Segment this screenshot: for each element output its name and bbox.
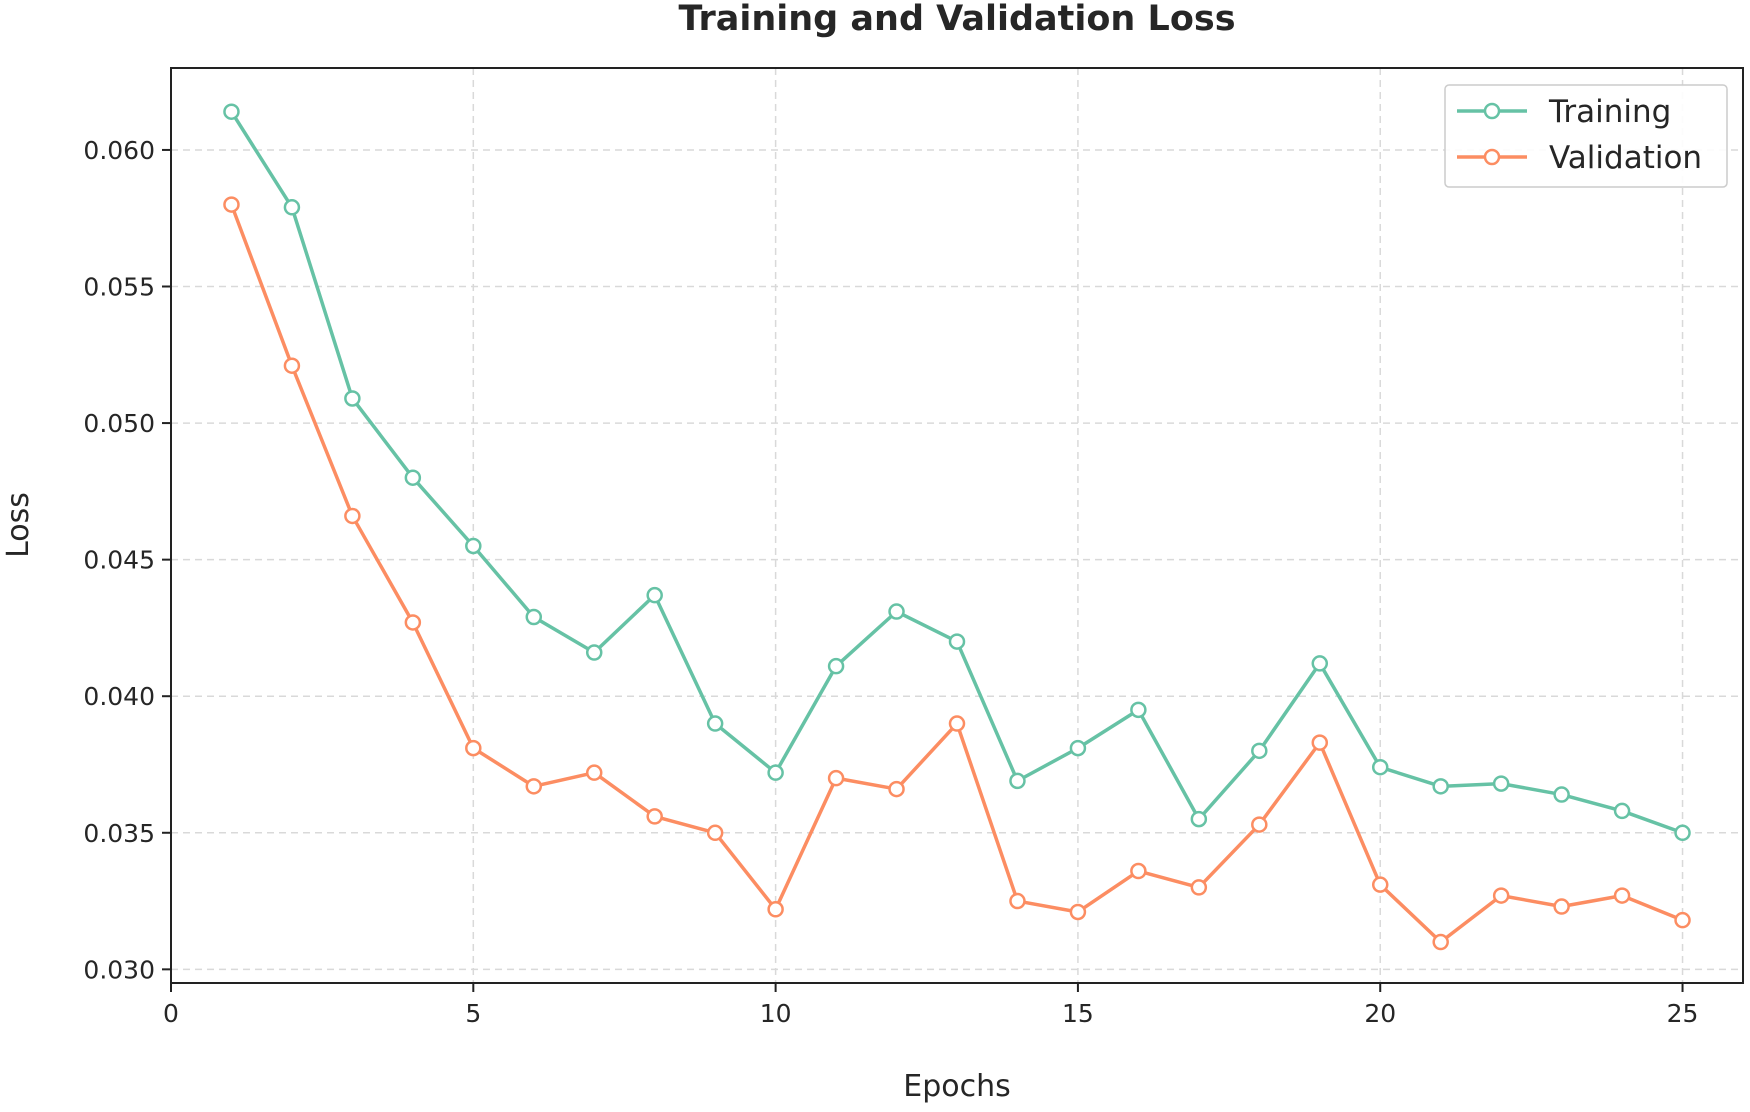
data-point-training — [1613, 802, 1631, 820]
y-tick-label: 0.050 — [83, 409, 155, 438]
data-point-training — [465, 537, 482, 555]
data-point-validation — [1311, 734, 1329, 751]
data-point-training — [525, 608, 543, 626]
data-point-training — [223, 103, 240, 120]
series-validation — [223, 196, 1691, 951]
data-point-training — [1009, 772, 1026, 790]
legend-marker-training — [1483, 102, 1501, 120]
data-point-validation — [465, 739, 482, 757]
data-point-training — [404, 469, 422, 486]
data-point-training — [1432, 778, 1449, 795]
legend-label-training: Training — [1548, 94, 1671, 130]
data-point-training — [1069, 739, 1087, 757]
x-tick-label: 5 — [465, 999, 481, 1028]
legend-label-validation: Validation — [1549, 140, 1702, 176]
data-point-training — [1553, 786, 1570, 803]
data-point-training — [888, 603, 905, 620]
data-point-training — [706, 715, 724, 732]
data-point-validation — [1069, 903, 1087, 921]
y-axis-label: Loss — [1, 492, 36, 558]
y-tick-label: 0.035 — [83, 819, 155, 848]
data-point-validation — [585, 764, 603, 781]
y-tick-label: 0.030 — [83, 955, 155, 984]
axis-ticks: 0 5 10 15 20 25 0.030 0.035 0.040 0.045 0.050 0.055… — [83, 136, 1698, 1028]
data-point-training — [344, 390, 361, 407]
y-tick-label: 0.045 — [83, 546, 155, 575]
data-point-validation — [344, 507, 361, 525]
data-point-validation — [1613, 887, 1631, 904]
data-point-validation — [283, 357, 301, 374]
legend: Training Validation — [1444, 84, 1728, 188]
data-point-validation — [1009, 892, 1026, 910]
data-point-validation — [1130, 862, 1147, 880]
data-point-training — [948, 633, 966, 650]
data-point-validation — [1492, 887, 1510, 904]
data-point-validation — [1251, 816, 1268, 833]
legend-marker-validation — [1483, 148, 1501, 166]
data-point-validation — [888, 780, 905, 798]
data-point-training — [1311, 655, 1329, 672]
plot-area-frame — [170, 67, 1744, 984]
data-point-validation — [525, 778, 543, 795]
x-tick-label: 0 — [163, 999, 179, 1028]
data-point-validation — [646, 808, 663, 825]
series-line-validation — [229, 202, 1685, 944]
data-point-validation — [1553, 898, 1570, 915]
data-point-training — [1251, 742, 1268, 760]
data-point-validation — [948, 715, 966, 732]
y-tick-label: 0.055 — [83, 273, 155, 302]
data-point-training — [585, 644, 603, 661]
data-point-training — [1492, 775, 1510, 792]
data-point-training — [1190, 810, 1208, 828]
series-training — [223, 103, 1691, 842]
series-layer — [223, 103, 1691, 951]
data-point-training — [827, 657, 845, 675]
grid-lines — [171, 68, 1743, 983]
y-tick-label: 0.040 — [83, 682, 155, 711]
data-point-validation — [223, 196, 240, 213]
data-point-validation — [1190, 879, 1208, 896]
data-point-training — [283, 199, 301, 216]
data-point-training — [1130, 701, 1147, 719]
chart-title: Training and Validation Loss — [678, 0, 1235, 39]
data-point-training — [1371, 758, 1389, 776]
data-point-validation — [1371, 876, 1389, 893]
data-point-validation — [1432, 933, 1449, 951]
data-point-training — [646, 586, 663, 604]
data-point-validation — [1674, 911, 1691, 929]
x-axis-label: Epochs — [903, 1069, 1011, 1104]
x-tick-label: 10 — [760, 999, 792, 1028]
x-tick-label: 15 — [1062, 999, 1094, 1028]
data-point-validation — [767, 901, 784, 918]
data-point-validation — [827, 769, 845, 787]
data-point-validation — [706, 824, 724, 842]
x-tick-label: 20 — [1364, 999, 1396, 1028]
y-tick-label: 0.060 — [83, 136, 155, 165]
x-tick-label: 25 — [1667, 999, 1699, 1028]
data-point-training — [767, 764, 784, 781]
data-point-validation — [404, 614, 422, 631]
data-point-training — [1674, 824, 1691, 842]
